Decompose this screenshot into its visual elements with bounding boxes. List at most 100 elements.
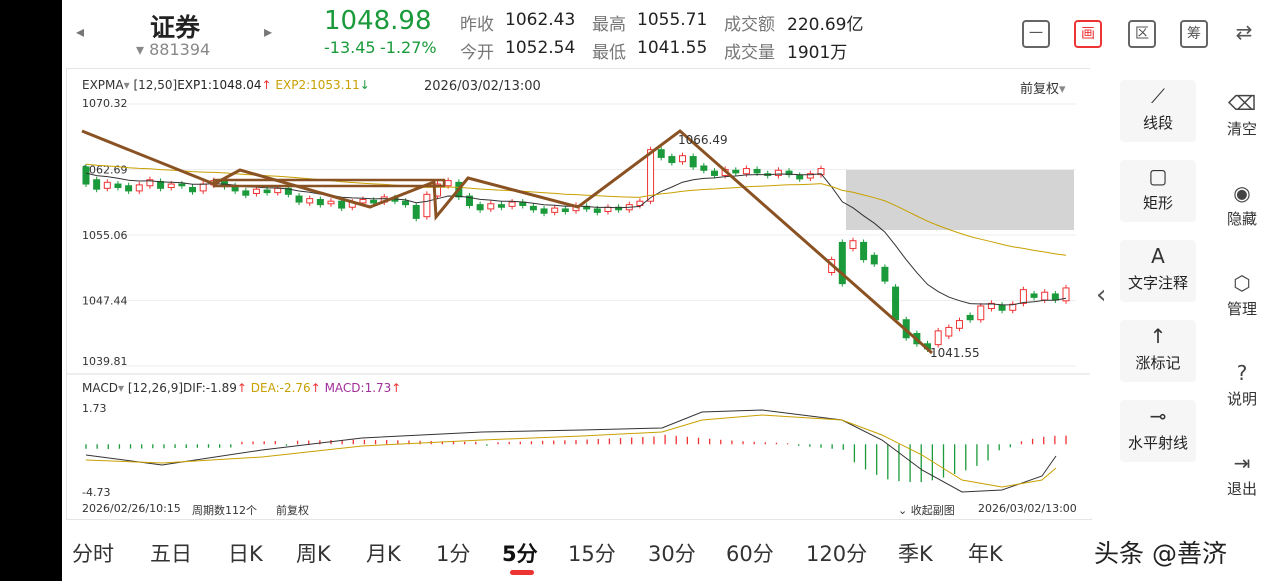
- candle-body: [327, 200, 335, 205]
- y-tick-label: 1055.06: [82, 229, 128, 242]
- tool-label: 线段: [1142, 114, 1173, 132]
- price-change: -13.45: [324, 38, 376, 57]
- rise-mark-tool-icon: ↑: [1149, 324, 1167, 348]
- minus-icon[interactable]: 一: [1022, 20, 1050, 48]
- candle-body: [125, 185, 133, 192]
- hide-icon: ◉: [1233, 181, 1251, 205]
- period-tab[interactable]: 5分: [502, 542, 538, 566]
- stat-value: 220.69亿: [787, 15, 864, 35]
- candle-body: [860, 241, 868, 261]
- resistance-zone: [846, 170, 1074, 230]
- period-tab[interactable]: 120分: [806, 542, 868, 566]
- trend-line-drawing: [81, 129, 933, 355]
- active-period-underline: [510, 570, 534, 575]
- stock-code[interactable]: ▾ 881394: [136, 40, 211, 59]
- period-tab[interactable]: 15分: [568, 542, 616, 566]
- stat-label: 最低: [592, 43, 626, 63]
- candle-body: [817, 168, 825, 176]
- dea-value: DEA:-2.76: [250, 381, 311, 395]
- period-tab[interactable]: 五日: [150, 542, 192, 566]
- period-tab[interactable]: 周K: [296, 542, 331, 566]
- kline-chart[interactable]: 1070.321062.691055.061047.441039.811066.…: [62, 0, 1102, 520]
- manage-button[interactable]: ⬡ 管理: [1212, 268, 1272, 319]
- macd-value: MACD:1.73: [324, 381, 392, 395]
- candle-body: [189, 186, 197, 193]
- prev-stock-arrow[interactable]: ◂: [76, 22, 85, 41]
- y-tick-label: 1047.44: [82, 294, 128, 307]
- rectangle-tool[interactable]: ▢ 矩形: [1120, 160, 1196, 222]
- candle-body: [146, 179, 154, 187]
- side-label: 管理: [1226, 300, 1257, 318]
- help-icon: ?: [1236, 361, 1248, 385]
- segment-tool[interactable]: ⟋ 线段: [1120, 80, 1196, 142]
- period-tab[interactable]: 分时: [72, 542, 114, 566]
- tool-label: 矩形: [1142, 194, 1173, 212]
- stat-label: 最高: [592, 15, 626, 35]
- footer-end-time: 2026/03/02/13:00: [978, 502, 1077, 515]
- period-tab[interactable]: 30分: [648, 542, 696, 566]
- rise-mark-tool[interactable]: ↑ 涨标记: [1120, 320, 1196, 382]
- region-icon[interactable]: 区: [1128, 20, 1156, 48]
- indicator-bar[interactable]: EXPMA▾ [12,50]EXP1:1048.04↑ EXP2:1053.11…: [82, 78, 370, 92]
- candle-body: [167, 183, 175, 188]
- period-tab[interactable]: 年K: [968, 542, 1003, 566]
- candle-body: [316, 198, 324, 206]
- next-stock-arrow[interactable]: ▸: [264, 22, 273, 41]
- adjust-dropdown[interactable]: 前复权▾: [1020, 82, 1066, 97]
- candle-body: [103, 181, 111, 189]
- candle-body: [987, 302, 995, 310]
- period-tab[interactable]: 季K: [898, 542, 933, 566]
- candle-body: [263, 189, 271, 194]
- candle-body: [1041, 291, 1049, 301]
- candle-body: [444, 180, 452, 187]
- period-tab[interactable]: 月K: [366, 542, 401, 566]
- candle-body: [647, 149, 655, 202]
- dif-value: DIF:-1.89: [183, 381, 237, 395]
- exit-button[interactable]: ⇥ 退出: [1212, 448, 1272, 499]
- ema2-line: [85, 163, 1067, 256]
- text-annotation-tool[interactable]: A 文字注释: [1120, 240, 1196, 302]
- collapse-subchart-button[interactable]: ⌄ 收起副图: [898, 504, 955, 517]
- clear-button[interactable]: ⌫ 清空: [1212, 88, 1272, 139]
- collapse-toolbar-arrow[interactable]: ‹: [1096, 280, 1107, 310]
- hide-button[interactable]: ◉ 隐藏: [1212, 178, 1272, 229]
- macd-bar[interactable]: MACD▾ [12,26,9]DIF:-1.89↑ DEA:-2.76↑ MAC…: [82, 381, 402, 395]
- candle-body: [199, 183, 207, 192]
- macd-bottom-tick: -4.73: [82, 486, 110, 499]
- candle-body: [402, 200, 410, 206]
- candle-body: [178, 183, 186, 187]
- candle-body: [657, 149, 665, 158]
- candle-body: [306, 198, 314, 204]
- macd-params: [12,26,9]: [127, 381, 184, 395]
- candle-body: [710, 170, 718, 176]
- rectangle-tool-icon: ▢: [1148, 164, 1168, 188]
- period-tab[interactable]: 60分: [726, 542, 774, 566]
- rotate-icon[interactable]: ⇄: [1235, 20, 1253, 44]
- candle-body: [700, 165, 708, 171]
- period-tab[interactable]: 日K: [228, 542, 263, 566]
- low-annotation: 1041.55: [930, 346, 980, 360]
- stock-name: 证券: [150, 13, 201, 42]
- help-button[interactable]: ? 说明: [1212, 358, 1272, 409]
- candle-body: [1051, 293, 1059, 301]
- side-label: 说明: [1226, 390, 1257, 408]
- candle-body: [370, 199, 378, 204]
- candle-body: [540, 208, 548, 214]
- period-tab[interactable]: 1分: [436, 542, 471, 566]
- side-label: 隐藏: [1226, 210, 1257, 228]
- footer-adjust: 前复权: [276, 504, 309, 517]
- chips-icon[interactable]: 筹: [1180, 20, 1208, 48]
- candle-body: [998, 304, 1006, 311]
- candle-body: [955, 320, 963, 329]
- stat-label: 今开: [460, 43, 494, 63]
- indicator-name[interactable]: EXPMA: [82, 78, 124, 92]
- side-label: 清空: [1226, 120, 1257, 138]
- macd-name[interactable]: MACD: [82, 381, 118, 395]
- candle-body: [615, 206, 623, 211]
- current-price: 1048.98: [324, 6, 432, 36]
- candle-body: [753, 168, 761, 174]
- dea-line: [85, 414, 1057, 488]
- draw-icon[interactable]: 画: [1074, 20, 1102, 48]
- horizontal-ray-tool[interactable]: ⊸ 水平射线: [1120, 400, 1196, 462]
- y-tick-label: 1039.81: [82, 355, 128, 368]
